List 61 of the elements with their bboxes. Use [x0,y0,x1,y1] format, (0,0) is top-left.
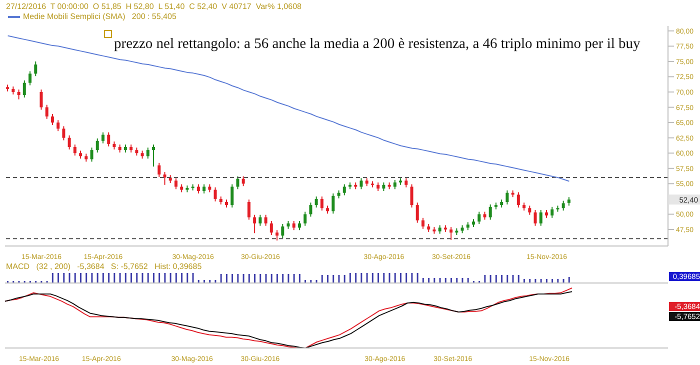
candlestick [292,220,296,231]
chart-subtitle: 27/12/2016 T 00:00:00 O 51,85 H 52,80 L 51,40 C 52,40 V 40717 Var% 1,0608 [6,2,302,11]
candlestick [276,230,279,241]
candlestick [281,224,284,239]
candlestick [528,205,532,216]
candlestick [539,209,542,226]
candlestick [304,211,307,226]
candlestick [146,147,150,160]
annotation: prezzo nel rettangolo: a 56 anche la media a 200 è resistenza, a 46 triplo minimo per il buy [114,36,640,53]
candlestick [196,184,200,194]
candlestick [242,176,245,187]
candlestick [393,180,396,190]
candlestick [28,70,32,86]
candlestick [421,217,424,230]
candlestick [230,184,234,208]
candlestick [264,214,268,226]
candlestick [45,104,48,120]
candlestick [253,214,256,234]
candlestick [90,147,94,162]
candlestick [404,178,408,188]
candlestick [40,89,43,110]
candlestick [309,202,312,218]
candlestick [478,211,481,224]
candlestick [258,214,262,226]
candlestick [101,132,104,144]
candlestick [247,199,250,220]
candlestick [50,114,54,126]
candlestick [298,220,301,231]
candlestick [534,209,537,226]
candlestick [562,200,565,212]
candlestick [96,138,99,153]
legend-label: Medie Mobili Semplici (SMA) 200 : 55,405 [22,12,176,21]
candlestick [314,196,318,208]
candlestick [236,176,240,190]
candlestick [158,162,161,178]
candlestick [22,80,26,98]
candlestick [360,178,363,190]
candlestick [34,60,38,77]
candlestick [410,184,414,208]
candlestick [68,134,71,150]
candlestick [107,132,110,147]
candlestick [152,144,156,168]
candlestick [73,144,76,156]
candlestick [56,120,60,132]
chart-title: MACD (32 , 200) -5,3684 S: -5,7652 Hist: 0,39685 [6,262,202,271]
candlestick [214,186,217,202]
candlestick [332,192,335,214]
candlestick [550,206,554,218]
candlestick [416,202,419,224]
candlestick [506,190,509,205]
candlestick [163,172,166,186]
candlestick [270,220,273,236]
candlestick [488,204,492,220]
candlestick [516,192,520,208]
candlestick [450,226,453,240]
candlestick [320,196,324,212]
candlestick [17,89,20,100]
candlestick [202,184,206,194]
candlestick [174,178,178,190]
candlestick [62,126,66,141]
candlestick [342,184,346,196]
